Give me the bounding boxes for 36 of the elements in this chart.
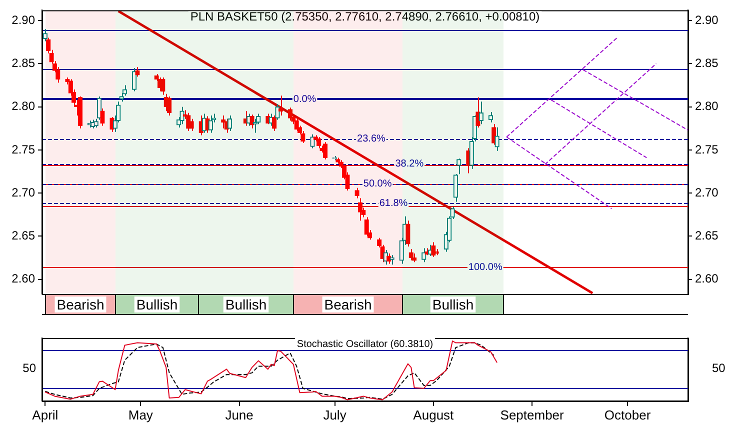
annotation: 0.0%: [293, 94, 316, 105]
annotation: 38.2%: [395, 158, 424, 170]
text: 50: [22, 361, 36, 376]
y2-tick-label: 2.75: [695, 142, 719, 156]
y2-tick-label: 2.85: [695, 56, 719, 70]
x-tick-label: May: [128, 407, 154, 422]
y-tick-label: 2.80: [12, 99, 36, 114]
annotation: 100.0%: [468, 262, 502, 274]
y-tick-label: 2.90: [12, 12, 36, 27]
chart-title: Stochastic Oscillator (60.3810): [296, 338, 434, 350]
band-label: Bullish: [225, 296, 267, 312]
y2-tick-label: 2.80: [695, 99, 719, 114]
chart-title: PLN BASKET50 (2.75350, 2.77610, 2.74890, 2.76610, +0.00810): [190, 10, 540, 24]
band-label: Bearish: [56, 296, 104, 312]
y2-tick-label: 2.65: [695, 228, 719, 243]
y-tick-label: 2.75: [12, 142, 36, 156]
y2-tick-label: 2.90: [695, 12, 719, 27]
x-tick-label: June: [225, 407, 254, 422]
annotation: 61.8%: [379, 198, 408, 210]
y-tick-label: 2.60: [12, 272, 36, 286]
x-tick-label: October: [604, 407, 652, 422]
x-tick-label: September: [500, 407, 565, 422]
x-tick-label: July: [323, 407, 347, 422]
x-tick-label: April: [32, 407, 58, 422]
annotation: 50.0%: [363, 178, 392, 190]
y-tick-label: 2.65: [12, 228, 36, 243]
y-tick-label: 2.70: [12, 185, 36, 200]
band-label: Bullish: [136, 296, 178, 312]
band-label: Bearish: [324, 296, 372, 312]
band-label: Bullish: [432, 296, 474, 312]
y2-tick-label: 2.70: [695, 185, 719, 200]
y2-tick-label: 2.60: [695, 272, 719, 286]
text: 50: [712, 361, 726, 376]
y-tick-label: 2.85: [12, 56, 36, 70]
annotation: 23.6%: [357, 133, 386, 144]
x-tick-label: August: [413, 407, 454, 422]
